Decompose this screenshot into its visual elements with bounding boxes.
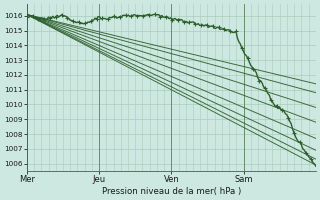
X-axis label: Pression niveau de la mer( hPa ): Pression niveau de la mer( hPa ) (102, 187, 241, 196)
